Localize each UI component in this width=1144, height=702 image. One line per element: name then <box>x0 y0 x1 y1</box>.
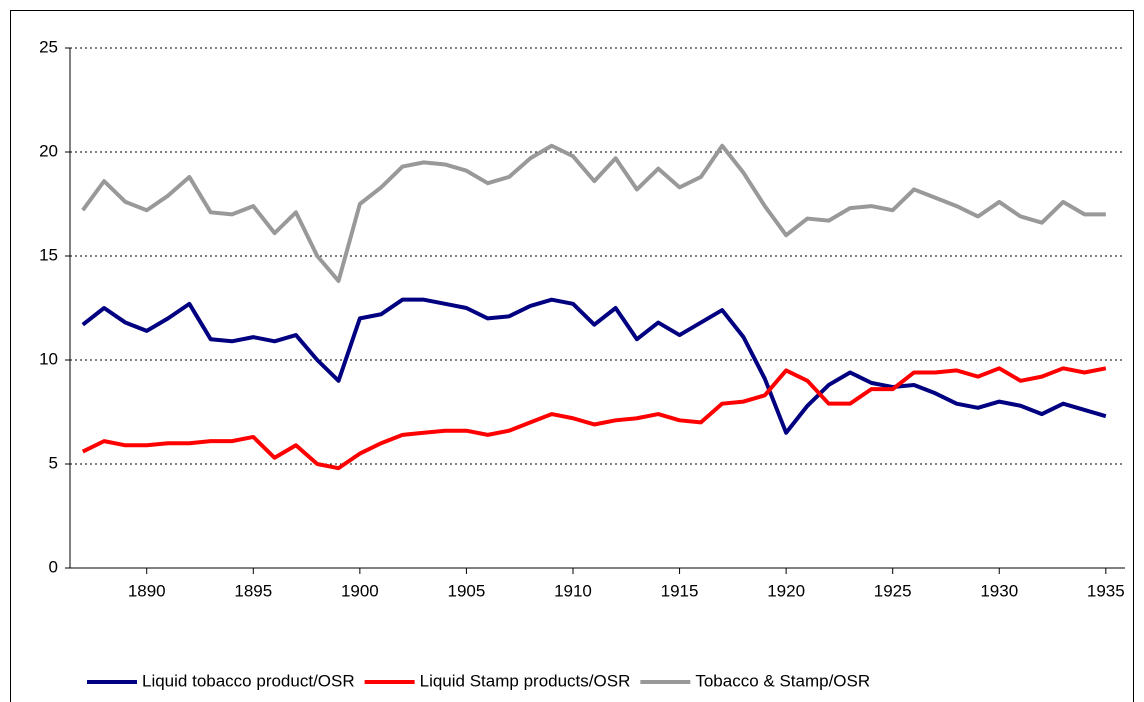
y-tick-label: 15 <box>39 245 58 264</box>
series-line <box>81 297 1107 435</box>
y-tick-label: 0 <box>49 557 58 576</box>
legend-label: Liquid tobacco product/OSR <box>142 671 355 690</box>
x-tick-label: 1910 <box>554 581 592 600</box>
y-tick-label: 25 <box>39 37 58 56</box>
y-tick-label: 10 <box>39 349 58 368</box>
x-tick-label: 1905 <box>448 581 486 600</box>
x-tick-label: 1935 <box>1087 581 1125 600</box>
legend-label: Tobacco & Stamp/OSR <box>695 671 870 690</box>
x-tick-label: 1930 <box>980 581 1018 600</box>
series-line <box>81 143 1106 283</box>
x-tick-label: 1925 <box>874 581 912 600</box>
legend-label: Liquid Stamp products/OSR <box>420 671 631 690</box>
x-tick-label: 1920 <box>767 581 805 600</box>
y-tick-label: 5 <box>49 453 58 472</box>
x-tick-label: 1900 <box>341 581 379 600</box>
series-line <box>81 366 1107 471</box>
x-tick-label: 1895 <box>234 581 272 600</box>
x-tick-label: 1890 <box>128 581 166 600</box>
chart-border <box>10 10 1134 702</box>
y-tick-label: 20 <box>39 141 58 160</box>
x-tick-label: 1915 <box>661 581 699 600</box>
